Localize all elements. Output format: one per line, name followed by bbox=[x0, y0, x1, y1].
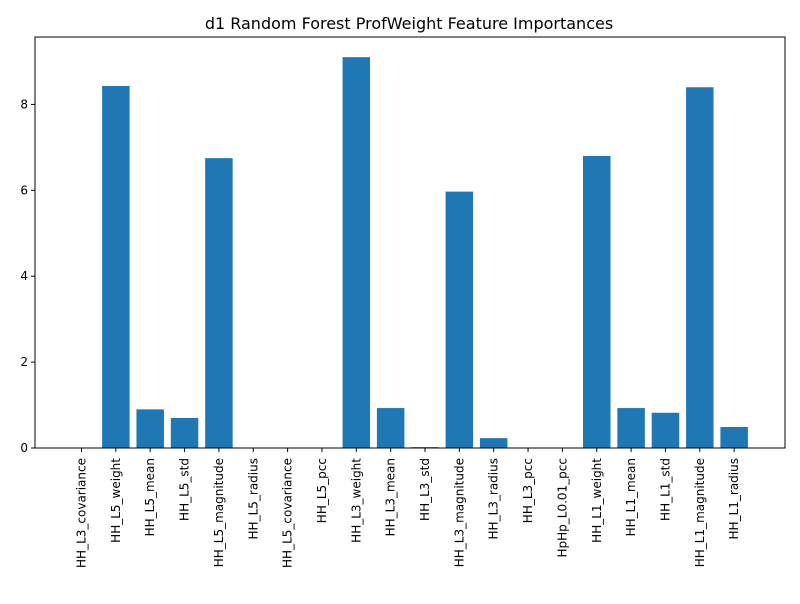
x-tick-label: HH_L3_std bbox=[418, 458, 432, 521]
plot-frame bbox=[34, 36, 786, 449]
x-axis: HH_L3_covariance HH_L5_weight HH_L5_mean HH… bbox=[75, 448, 741, 568]
x-tick-label: HH_L5_weight bbox=[109, 458, 123, 543]
x-tick-label: HH_L1_mean bbox=[624, 458, 638, 536]
y-tick-label: 0 bbox=[20, 441, 28, 455]
bar-HH_L1_std bbox=[651, 412, 680, 448]
x-tick-label: HH_L3_mean bbox=[384, 458, 398, 536]
x-tick-label: HH_L1_weight bbox=[590, 458, 604, 543]
bar-HH_L1_radius bbox=[720, 426, 748, 448]
x-tick-label: HH_L3_pcc bbox=[521, 458, 535, 523]
bar-HH_L5_weight bbox=[102, 85, 130, 449]
x-tick-label: HH_L5_magnitude bbox=[212, 458, 226, 567]
x-tick-label: HH_L5_covariance bbox=[281, 458, 295, 568]
bar-HH_L3_magnitude bbox=[445, 191, 474, 449]
bar-HH_L1_magnitude bbox=[686, 87, 714, 448]
x-tick-label: HH_L5_std bbox=[178, 458, 192, 521]
bar-HH_L5_std bbox=[170, 417, 199, 448]
bar-HH_L1_mean bbox=[617, 408, 645, 448]
y-tick-label: 6 bbox=[20, 183, 28, 197]
x-tick-label: HH_L3_magnitude bbox=[452, 458, 466, 567]
bar-HH_L5_magnitude bbox=[205, 158, 233, 449]
y-tick-label: 8 bbox=[20, 97, 28, 111]
bar-HH_L1_weight bbox=[583, 155, 611, 448]
x-tick-label: HH_L5_radius bbox=[246, 458, 260, 539]
x-tick-label: HH_L1_std bbox=[658, 458, 672, 521]
x-tick-label: HH_L3_radius bbox=[487, 458, 501, 539]
x-tick-label: HH_L5_pcc bbox=[315, 458, 329, 523]
bars-layer bbox=[102, 57, 748, 449]
y-tick-label: 4 bbox=[20, 269, 28, 283]
y-axis: 0 2 4 6 8 bbox=[20, 97, 35, 455]
bar-HH_L5_mean bbox=[136, 409, 164, 448]
bar-HH_L3_radius bbox=[479, 438, 508, 448]
y-tick-label: 2 bbox=[20, 355, 28, 369]
x-tick-label: HH_L1_magnitude bbox=[693, 458, 707, 567]
x-tick-label: HpHp_L0.01_pcc bbox=[555, 458, 569, 558]
x-tick-label: HH_L3_covariance bbox=[75, 458, 89, 568]
x-tick-label: HH_L3_weight bbox=[349, 458, 363, 543]
bar-HH_L3_mean bbox=[376, 408, 405, 448]
bar-HH_L3_weight bbox=[342, 57, 371, 449]
x-tick-label: HH_L5_mean bbox=[143, 458, 157, 536]
x-tick-label: HH_L1_radius bbox=[727, 458, 741, 539]
chart-title: d1 Random Forest ProfWeight Feature Impo… bbox=[205, 14, 613, 33]
